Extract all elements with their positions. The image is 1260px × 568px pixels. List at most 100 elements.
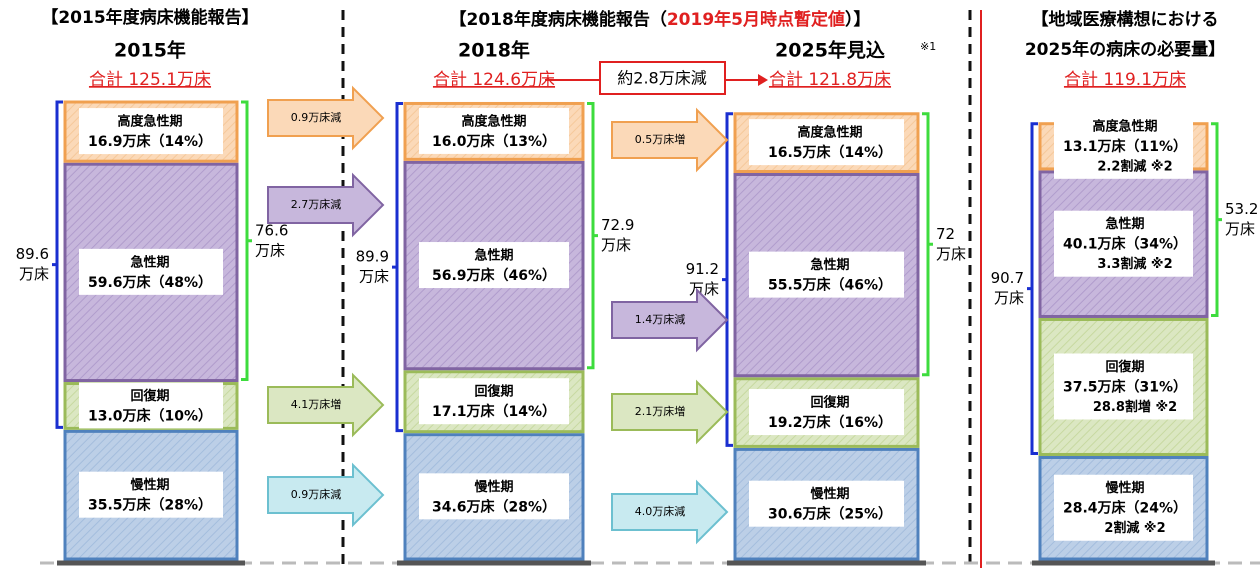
column-header: 2025年の病床の必要量】 [1025, 39, 1225, 60]
bracket-value: 53.2 [1225, 200, 1258, 218]
bracket-unit: 万床 [936, 245, 966, 263]
segment-value-label: 37.5万床（31%） [1063, 378, 1187, 395]
segment-value-label: 35.5万床（28%） [88, 497, 212, 514]
segment-name: 急性期 [1105, 216, 1144, 232]
label-box [1054, 210, 1193, 277]
bracket-right [1211, 122, 1222, 317]
arrow [267, 85, 385, 151]
bracket-right [587, 101, 598, 370]
bracket-value: 76.6 [255, 221, 288, 239]
segment-change: 3.3割減 ※2 [1097, 256, 1172, 272]
segment-value-label: 16.5万床（14%） [768, 144, 892, 161]
label-box [79, 108, 223, 155]
bracket-unit: 万床 [1225, 220, 1255, 238]
segment-value-label: 19.2万床（16%） [768, 414, 892, 431]
segment-name: 慢性期 [474, 479, 513, 495]
bracket-left [392, 101, 403, 433]
label-box [419, 242, 569, 289]
segment-name: 回復期 [474, 384, 513, 400]
arrow [611, 287, 729, 353]
segment-name: 急性期 [810, 257, 849, 273]
bracket-unit: 万床 [689, 280, 719, 298]
column-year: 2018年 [458, 39, 530, 62]
segment-name: 急性期 [130, 254, 169, 270]
arrow-label: 0.9万床減 [291, 487, 342, 501]
arrow [267, 462, 385, 528]
bracket-unit: 万床 [19, 265, 49, 283]
segment-value-label: 17.1万床（14%） [432, 403, 556, 420]
arrow-label: 4.0万床減 [635, 504, 686, 518]
segment-name: 慢性期 [1105, 480, 1144, 496]
label-box [1054, 353, 1193, 420]
header-text: ）】 [845, 9, 871, 30]
callout-box [599, 61, 726, 95]
segment-name: 回復期 [810, 395, 849, 411]
column-header: 【地域医療構想における [1032, 9, 1219, 30]
header-highlight: 2019年5月時点暫定値 [667, 9, 845, 30]
bracket-value: 72.9 [601, 216, 634, 234]
label-box [749, 251, 904, 298]
bracket-left [722, 112, 733, 447]
bracket-value: 90.7 [991, 269, 1024, 287]
column-total: 合計 121.8万床 [769, 70, 891, 90]
bracket-unit: 万床 [601, 236, 631, 254]
arrow-label: 4.1万床増 [291, 397, 342, 411]
main-header: 【2018年度病床機能報告（2019年5月時点暫定値）】 [450, 9, 871, 30]
arrow-label: 2.1万床増 [635, 404, 686, 418]
arrow-label: 1.4万床減 [635, 312, 686, 326]
bracket-unit: 万床 [359, 268, 389, 286]
label-box [419, 378, 569, 425]
segment-value-label: 16.0万床（13%） [432, 133, 556, 150]
label-box [749, 119, 904, 166]
label-box [79, 248, 223, 295]
label-box [749, 389, 904, 436]
label-box [79, 382, 223, 429]
bracket-value: 89.6 [16, 245, 49, 263]
label-box [79, 471, 223, 518]
column-total: 合計 119.1万床 [1064, 70, 1186, 90]
segment-value-label: 13.1万床（11%） [1063, 138, 1187, 155]
column-total: 合計 125.1万床 [89, 70, 211, 90]
bracket-value: 89.9 [356, 248, 389, 266]
bracket-left [52, 100, 63, 429]
arrow-label: 0.9万床減 [291, 110, 342, 124]
arrow [267, 372, 385, 438]
bracket-value: 72 [936, 225, 955, 243]
segment-value-label: 30.6万床（25%） [768, 506, 892, 523]
callout-arrowhead [758, 74, 768, 86]
label-box [1054, 474, 1193, 541]
label-box [749, 480, 904, 527]
bracket-value: 91.2 [686, 260, 719, 278]
segment-name: 高度急性期 [461, 113, 526, 129]
column-year: 2025年見込 [775, 39, 885, 62]
segment-name: 高度急性期 [117, 114, 182, 130]
segment-value-label: 59.6万床（48%） [88, 274, 212, 291]
arrow-label: 0.5万床増 [635, 132, 686, 146]
label-box [419, 473, 569, 520]
segment-name: 高度急性期 [1092, 118, 1157, 134]
arrow [611, 479, 729, 545]
segment-name: 慢性期 [810, 486, 849, 502]
bracket-right [922, 112, 933, 377]
bracket-unit: 万床 [994, 289, 1024, 307]
column-header: 【2015年度病床機能報告】 [41, 7, 258, 28]
bracket-right [241, 100, 252, 382]
arrow [267, 172, 385, 238]
arrow-label: 2.7万床減 [291, 197, 342, 211]
label-box [1054, 112, 1193, 179]
bracket-left [1027, 122, 1038, 455]
arrow [611, 107, 729, 173]
segment-change: 28.8割増 ※2 [1093, 399, 1177, 415]
arrow [611, 379, 729, 445]
column-year: 2015年 [114, 39, 186, 62]
bracket-unit: 万床 [255, 241, 285, 259]
segment-change: 2.2割減 ※2 [1097, 158, 1172, 174]
segment-value-label: 34.6万床（28%） [432, 498, 556, 515]
segment-name: 回復期 [1105, 359, 1144, 375]
callout-text: 約2.8万床減 [617, 69, 706, 88]
segment-name: 急性期 [474, 248, 513, 264]
note-mark: ※1 [920, 40, 936, 53]
header-text: 【2018年度病床機能報告（ [450, 9, 667, 30]
segment-value-label: 28.4万床（24%） [1063, 500, 1187, 517]
